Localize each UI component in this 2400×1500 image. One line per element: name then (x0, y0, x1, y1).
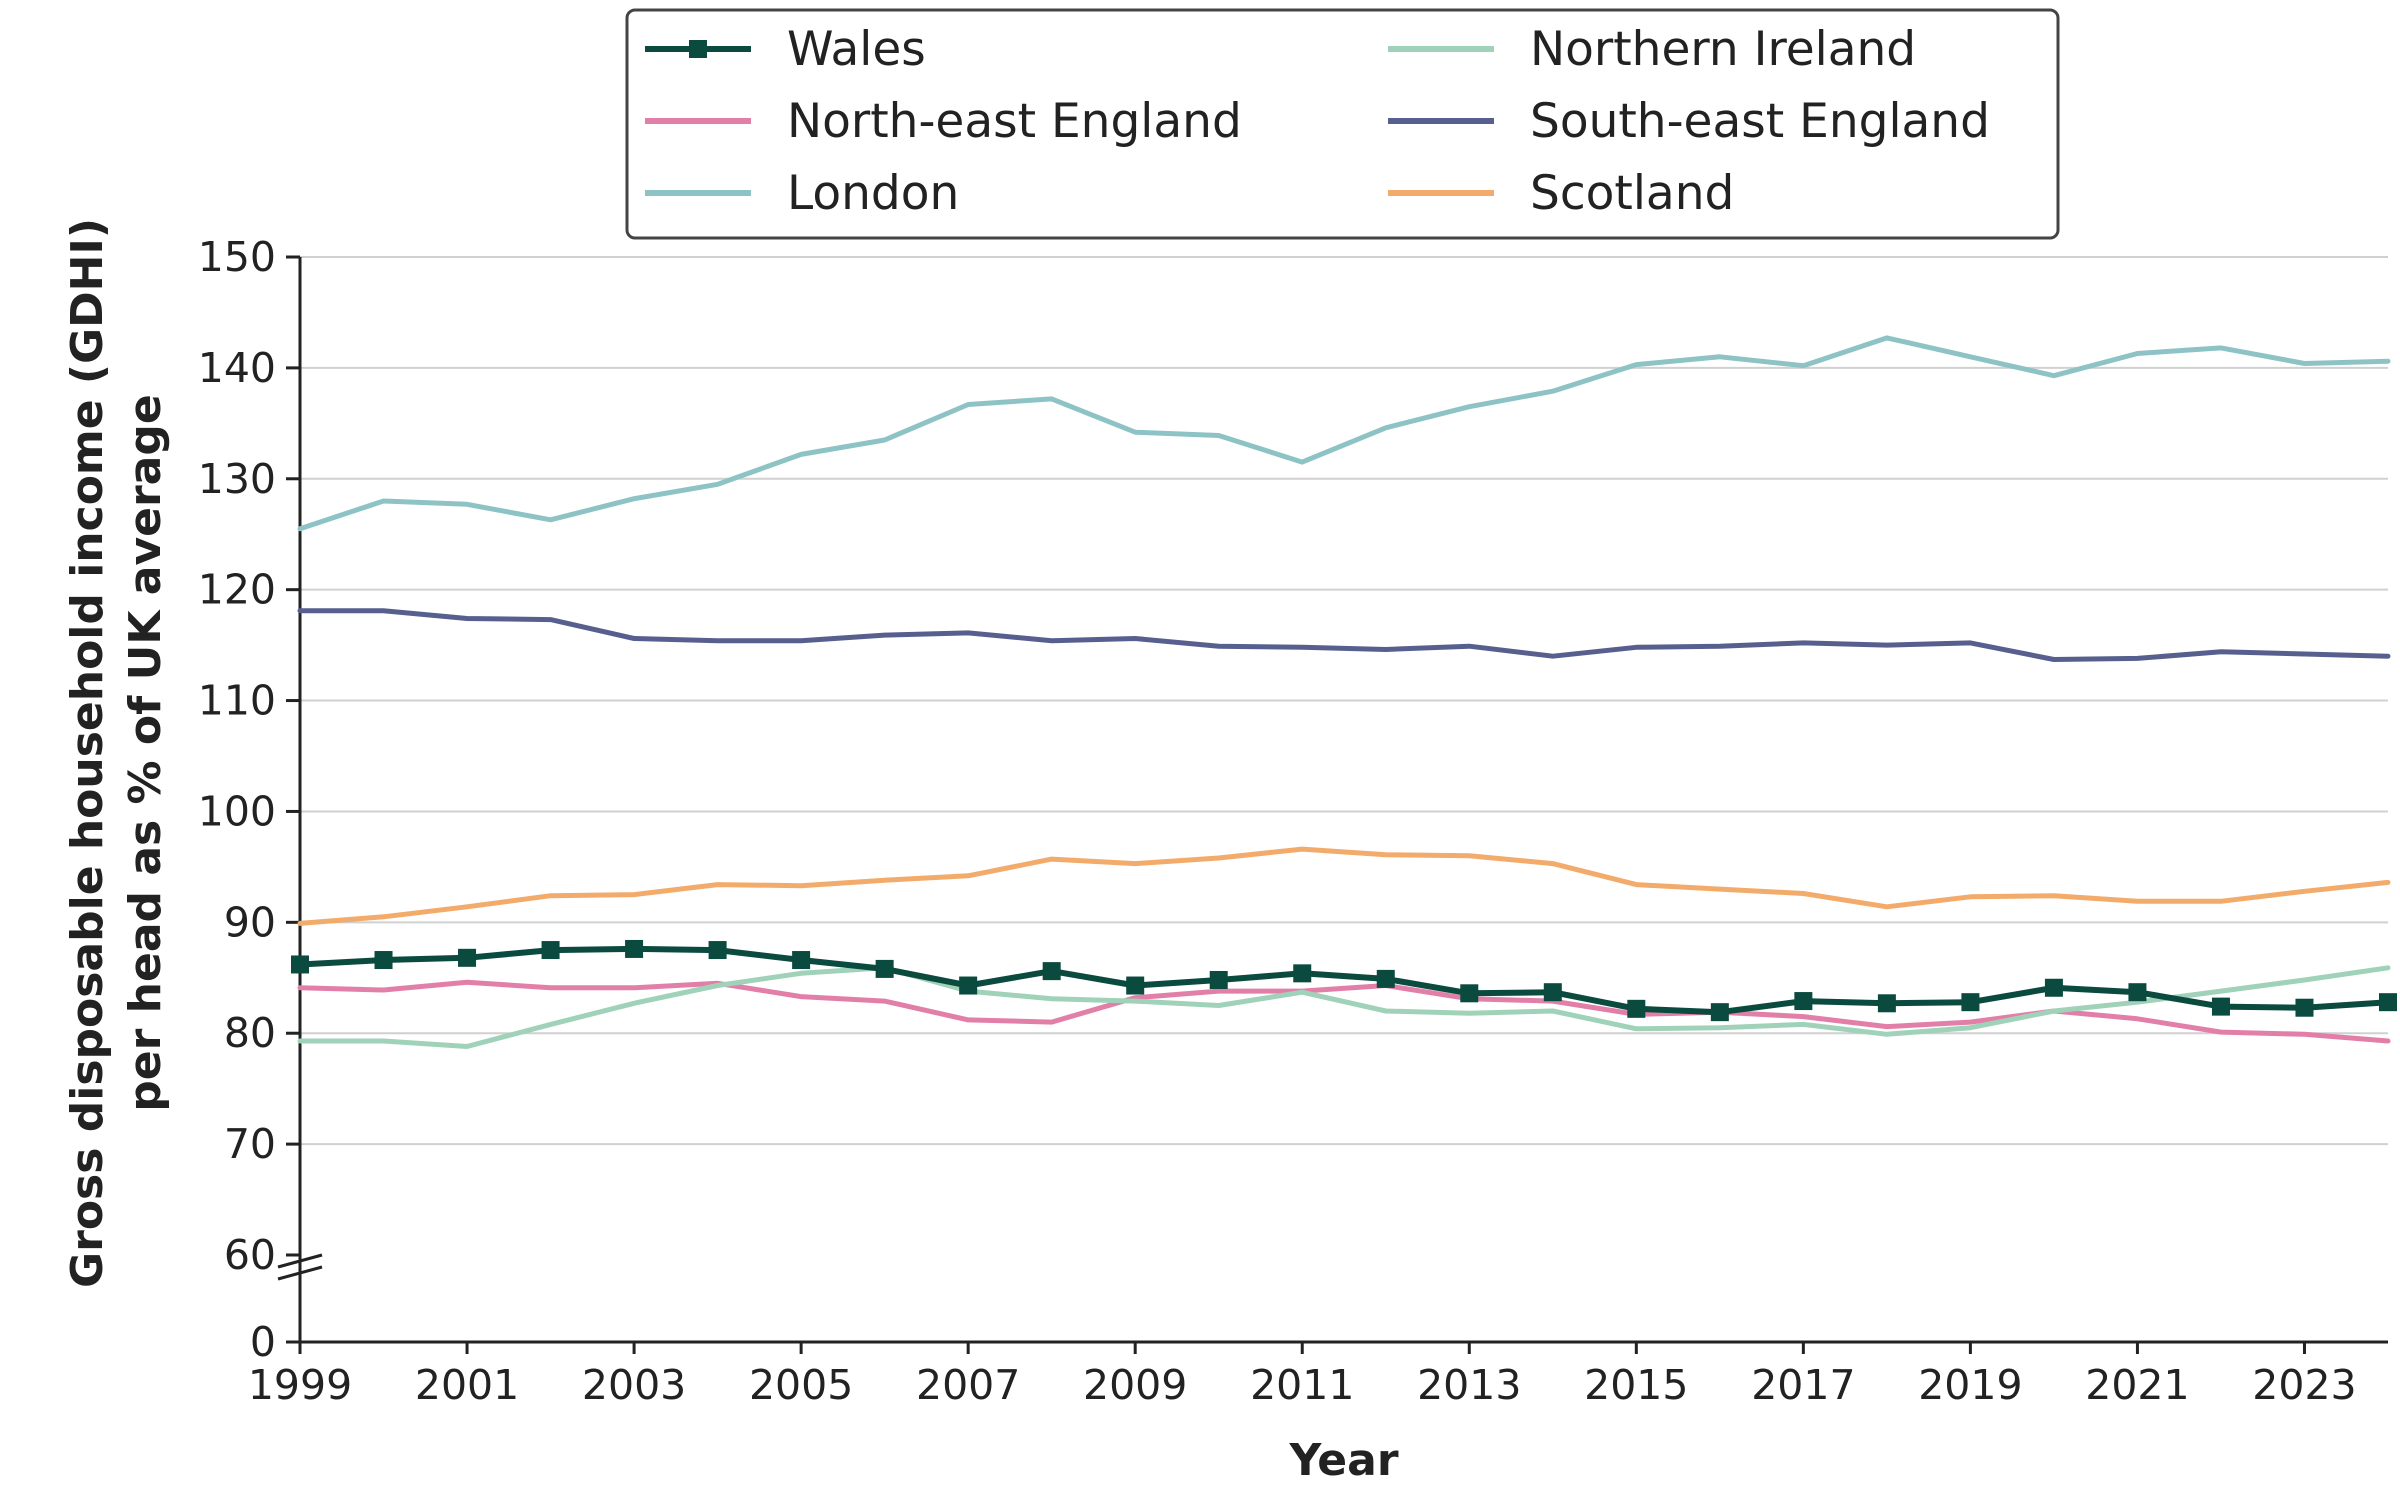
y-axis-title-line-2: per head as % of UK average (120, 394, 171, 1111)
data-point-wales (959, 976, 978, 995)
legend-label: Scotland (1530, 166, 1734, 221)
x-tick-label: 2017 (1751, 1361, 1855, 1409)
data-point-wales (1376, 969, 1395, 988)
series-line-wales (297, 945, 2391, 1016)
data-point-wales (1460, 984, 1479, 1003)
data-point-wales (1877, 994, 1896, 1013)
data-point-wales (1710, 1003, 1729, 1022)
data-point-wales (875, 959, 894, 978)
data-point-wales (625, 939, 644, 958)
data-point-wales (2211, 997, 2230, 1016)
y-tick-label: 100 (198, 787, 276, 835)
data-point-wales (708, 941, 727, 960)
data-point-wales (1961, 993, 1980, 1012)
legend-marker-wales (689, 40, 707, 58)
data-point-wales (2128, 983, 2147, 1002)
y-tick-label: 120 (198, 566, 276, 614)
series-line-northern-ireland (297, 965, 2391, 1049)
data-point-wales (2044, 978, 2063, 997)
x-tick-label: 2001 (415, 1361, 519, 1409)
data-point-wales (1543, 983, 1562, 1002)
data-point-wales (1794, 992, 1813, 1011)
series-line-scotland (297, 846, 2391, 926)
data-point-wales (1627, 999, 1646, 1018)
x-tick-label: 1999 (248, 1361, 352, 1409)
y-tick-label: 150 (198, 233, 276, 281)
legend-label: Northern Ireland (1530, 22, 1916, 77)
data-point-wales (2295, 998, 2314, 1017)
data-point-wales (2379, 993, 2397, 1012)
x-tick-label: 2015 (1584, 1361, 1688, 1409)
legend-label: North-east England (787, 94, 1242, 149)
x-tick-label: 2009 (1083, 1361, 1187, 1409)
legend-label: South-east England (1530, 94, 1990, 149)
y-tick-label: 0 (250, 1318, 276, 1366)
series-layer (291, 335, 2397, 1049)
x-tick-label: 2003 (582, 1361, 686, 1409)
x-tick-label: 2023 (2252, 1361, 2356, 1409)
y-tick-label: 70 (224, 1120, 276, 1168)
y-axis-title-line-1: Gross disposable household income (GDHI) (62, 218, 113, 1288)
series-line-south-east-england (297, 608, 2391, 662)
data-point-wales (1126, 976, 1145, 995)
data-point-wales (541, 941, 560, 960)
y-tick-label: 60 (224, 1231, 276, 1279)
data-point-wales (792, 951, 811, 970)
data-point-wales (1209, 970, 1228, 989)
x-tick-label: 2019 (1918, 1361, 2022, 1409)
legend: Wales North-east England London Northern Ir… (625, 8, 2060, 240)
x-tick-label: 2007 (916, 1361, 1020, 1409)
data-point-wales (1293, 964, 1312, 983)
data-point-wales (458, 948, 477, 967)
x-tick-label: 2005 (749, 1361, 853, 1409)
y-tick-label: 90 (224, 898, 276, 946)
legend-box (625, 8, 2060, 240)
data-point-wales (291, 955, 309, 974)
x-tick-label: 2013 (1417, 1361, 1521, 1409)
y-tick-label: 110 (198, 677, 276, 725)
y-tick-label: 80 (224, 1009, 276, 1057)
y-tick-label: 140 (198, 344, 276, 392)
data-point-wales (1042, 962, 1061, 981)
x-axis-title: Year (1288, 1435, 1398, 1486)
x-tick-label: 2021 (2085, 1361, 2189, 1409)
legend-label: Wales (787, 22, 926, 77)
data-point-wales (374, 951, 393, 970)
grid (300, 256, 2388, 1146)
series-line-london (297, 335, 2391, 532)
y-tick-label: 130 (198, 455, 276, 503)
x-tick-label: 2011 (1250, 1361, 1354, 1409)
legend-label: London (787, 166, 959, 221)
